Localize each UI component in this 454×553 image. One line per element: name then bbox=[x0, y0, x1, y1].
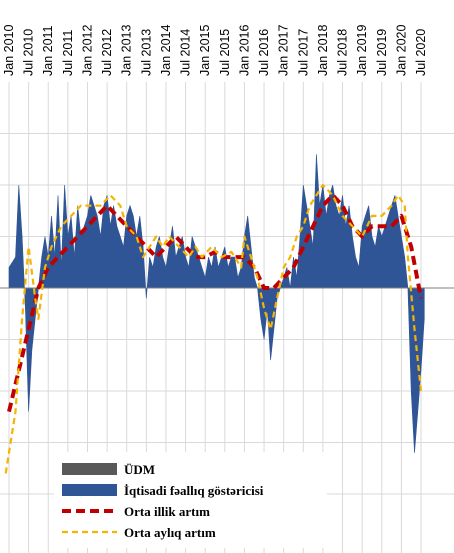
legend: ÜDM İqtisadi fəallıq göstəricisi Orta illi… bbox=[54, 452, 327, 548]
legend-label-orta-illik-art-m: Orta illik artım bbox=[124, 504, 210, 519]
x-tick-label: Jan 2012 bbox=[80, 25, 94, 76]
x-tick-label: Jan 2020 bbox=[394, 25, 408, 76]
x-tick-label: Jan 2013 bbox=[120, 25, 134, 76]
x-tick-label: Jul 2016 bbox=[257, 29, 271, 76]
x-tick-label: Jan 2018 bbox=[316, 25, 330, 76]
x-tick-label: Jan 2014 bbox=[159, 25, 173, 76]
x-tick-label: Jul 2017 bbox=[296, 29, 310, 76]
legend-label-i-qtisadi-f-all-q-go-st-ricisi: İqtisadi fəallıq göstəricisi bbox=[124, 483, 264, 498]
x-tick-label: Jul 2015 bbox=[218, 29, 232, 76]
x-tick-label: Jul 2010 bbox=[22, 29, 36, 76]
legend-label-u-dm: ÜDM bbox=[124, 462, 155, 477]
x-axis-tick-labels: Jan 2010 Jul 2010 Jan 2011 Jul 2011 Jan 2012… bbox=[2, 25, 428, 76]
x-tick-label: Jan 2019 bbox=[355, 25, 369, 76]
x-tick-label: Jul 2020 bbox=[414, 29, 428, 76]
x-tick-label: Jan 2011 bbox=[41, 25, 55, 76]
x-tick-label: Jan 2010 bbox=[2, 25, 16, 76]
x-tick-label: Jul 2018 bbox=[336, 29, 350, 76]
x-tick-label: Jan 2017 bbox=[277, 25, 291, 76]
x-tick-label: Jul 2012 bbox=[100, 29, 114, 76]
line-orta-ayl-q-art-m bbox=[4, 183, 423, 474]
legend-swatch-i-qtisadi-f-all-q-go-st-ricisi bbox=[62, 484, 117, 496]
x-tick-label: Jul 2019 bbox=[375, 29, 389, 76]
x-tick-label: Jan 2015 bbox=[198, 25, 212, 76]
x-tick-label: Jan 2016 bbox=[237, 25, 251, 76]
legend-label-orta-ayl-q-art-m: Orta aylıq artım bbox=[124, 525, 216, 540]
x-tick-label: Jul 2014 bbox=[179, 29, 193, 76]
x-tick-label: Jul 2011 bbox=[61, 30, 75, 76]
line-series-layer bbox=[4, 183, 423, 474]
x-tick-label: Jul 2013 bbox=[139, 29, 153, 76]
legend-swatch-u-dm bbox=[62, 463, 117, 475]
